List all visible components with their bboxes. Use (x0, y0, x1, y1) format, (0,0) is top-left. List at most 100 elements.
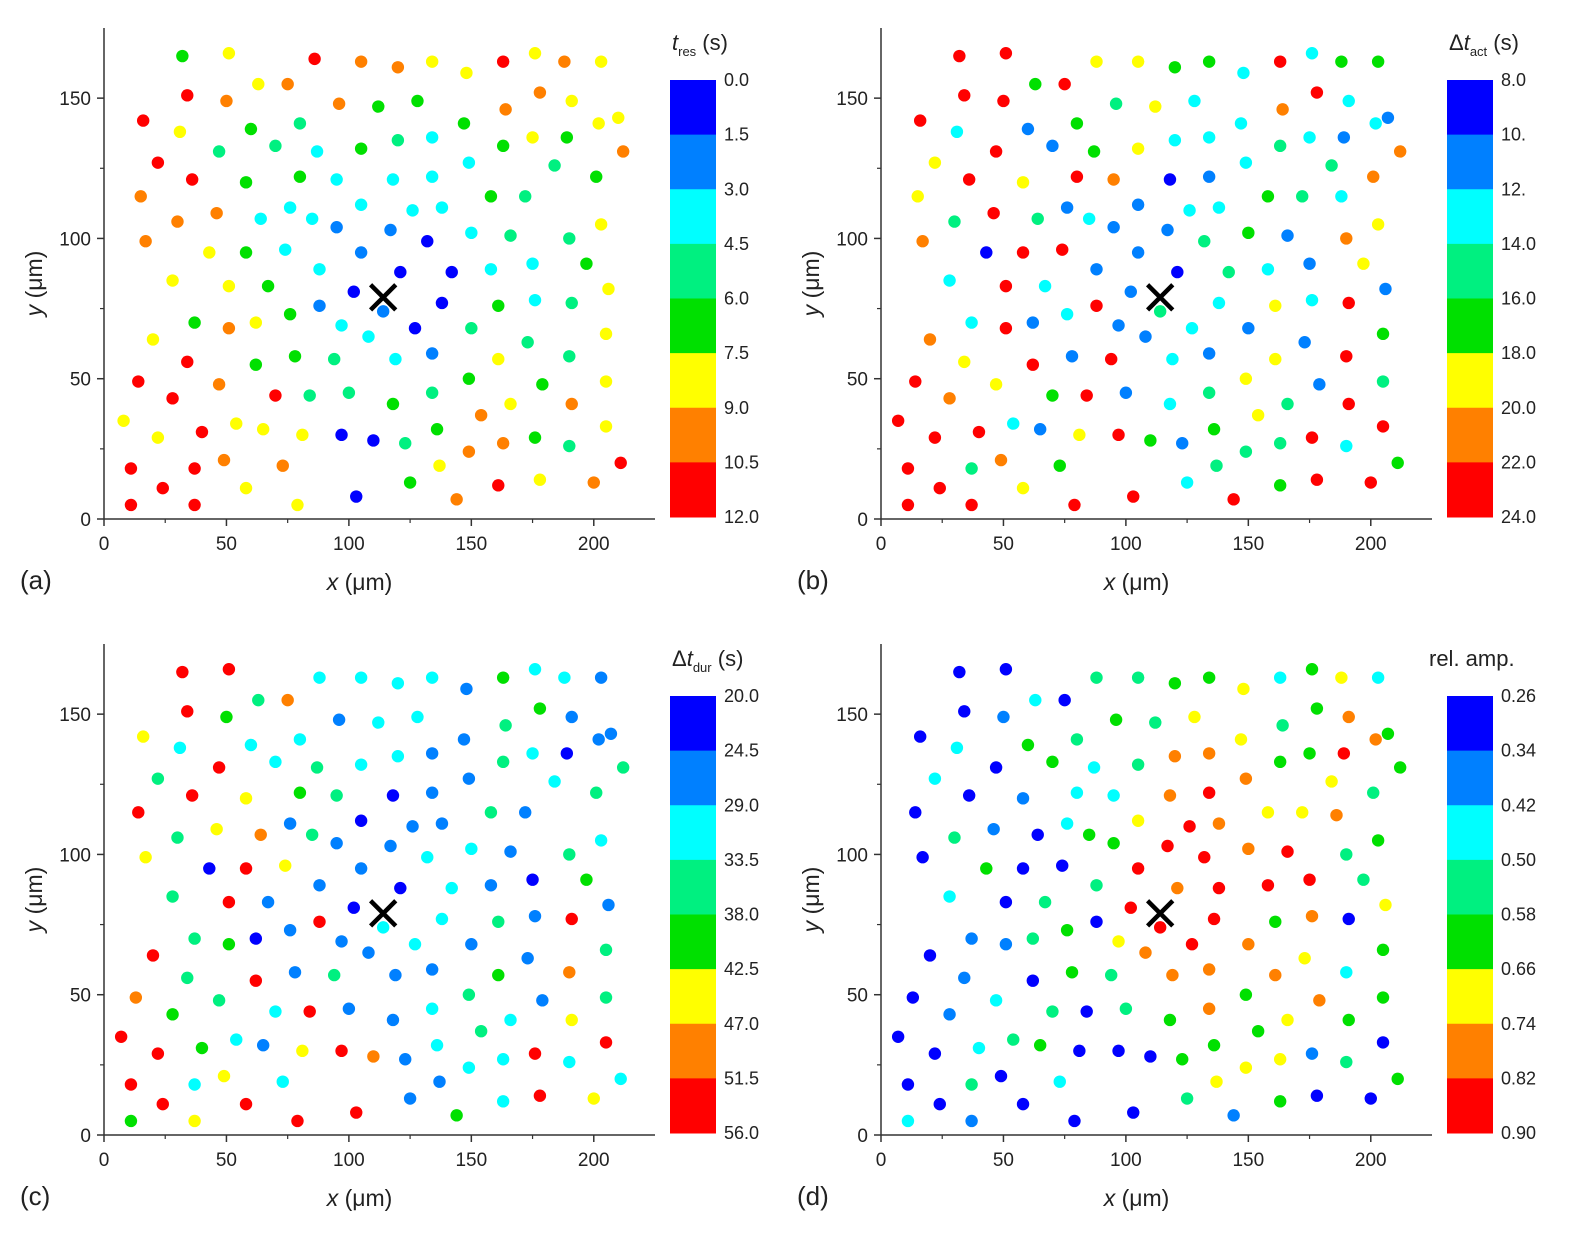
data-point (1210, 459, 1223, 472)
data-point (239, 792, 253, 805)
data-point (114, 1030, 128, 1043)
data-point (1207, 1039, 1221, 1052)
data-point (166, 890, 179, 903)
data-point (210, 822, 223, 836)
data-point (1163, 397, 1177, 411)
data-point (1261, 806, 1275, 819)
data-point (1227, 1109, 1240, 1122)
data-point (1269, 352, 1282, 366)
data-point (1310, 1089, 1324, 1102)
data-point (492, 915, 505, 928)
data-point (599, 943, 613, 957)
data-point (244, 738, 258, 752)
data-point (1371, 671, 1385, 684)
data-point (1342, 397, 1355, 411)
data-point (222, 47, 236, 60)
data-point (1107, 789, 1120, 802)
data-point (526, 873, 539, 886)
data-point (327, 968, 341, 982)
colorbar-band (670, 859, 716, 915)
data-point (1273, 139, 1287, 153)
colorbar-label: 6.0 (724, 289, 749, 309)
colorbar-label: 10.5 (724, 452, 759, 472)
colorbar-band (1447, 80, 1493, 136)
data-point (901, 498, 915, 512)
data-point (901, 462, 915, 475)
data-point (425, 347, 439, 360)
data-point (612, 111, 625, 124)
data-point (1237, 682, 1250, 696)
data-point (462, 156, 476, 169)
data-point (139, 235, 152, 248)
data-point (399, 1053, 412, 1066)
data-point (188, 316, 201, 329)
y-tick-label: 150 (59, 705, 91, 726)
data-point (435, 201, 449, 214)
data-point (1029, 77, 1042, 91)
data-point (492, 352, 505, 366)
data-point (1212, 881, 1226, 895)
data-point (354, 758, 368, 771)
data-point (1168, 61, 1182, 74)
data-point (1149, 100, 1162, 113)
data-point (496, 55, 510, 68)
data-point (166, 392, 179, 405)
data-point (313, 263, 326, 276)
data-point (1305, 47, 1319, 60)
data-point (1068, 1114, 1081, 1128)
data-point (403, 476, 417, 489)
colorbar-label: 0.26 (1501, 686, 1536, 706)
data-point (347, 901, 360, 914)
data-point (1303, 257, 1316, 270)
data-point (1119, 386, 1133, 399)
data-point (933, 481, 946, 495)
data-point (958, 705, 971, 718)
data-point (962, 173, 976, 186)
x-tick-label: 50 (993, 1150, 1014, 1171)
data-point (599, 327, 613, 341)
data-point (1325, 159, 1338, 172)
data-point (1340, 1055, 1353, 1069)
data-point (616, 145, 630, 158)
data-point (1065, 966, 1079, 979)
data-point (171, 215, 184, 228)
data-point (484, 806, 498, 819)
data-point (1202, 671, 1216, 684)
x-tick-label: 0 (876, 534, 887, 555)
colorbar-label: 18.0 (1501, 343, 1536, 363)
data-point (332, 97, 346, 110)
data-point (496, 755, 510, 769)
data-point (1107, 173, 1120, 186)
x-tick-label: 100 (1110, 1150, 1142, 1171)
colorbar-band (670, 353, 716, 409)
colorbar-label: 56.0 (724, 1123, 759, 1143)
data-point (117, 414, 130, 427)
data-point (1273, 479, 1287, 492)
data-point (1131, 198, 1145, 211)
data-point (1131, 814, 1145, 827)
data-point (249, 932, 263, 945)
data-point (602, 898, 615, 912)
marker-stroke (1145, 899, 1175, 928)
data-point (1168, 750, 1182, 763)
y-tick-label: 100 (836, 229, 868, 250)
data-point (1046, 1005, 1059, 1018)
data-point (256, 1039, 270, 1052)
data-point (1007, 417, 1020, 430)
data-point (1021, 738, 1035, 752)
data-point (176, 665, 189, 679)
data-point (421, 235, 434, 248)
data-point (249, 358, 263, 371)
data-point (528, 663, 542, 676)
data-point (252, 77, 265, 91)
colorbar-band (670, 1023, 716, 1079)
data-point (425, 55, 439, 68)
data-point (1298, 336, 1311, 349)
data-point (1276, 719, 1289, 732)
data-point (394, 265, 407, 279)
data-point (1364, 476, 1377, 489)
y-tick-label: 0 (857, 1126, 868, 1147)
data-point (276, 1075, 289, 1088)
y-tick-label: 100 (59, 229, 91, 250)
data-point (384, 839, 397, 853)
